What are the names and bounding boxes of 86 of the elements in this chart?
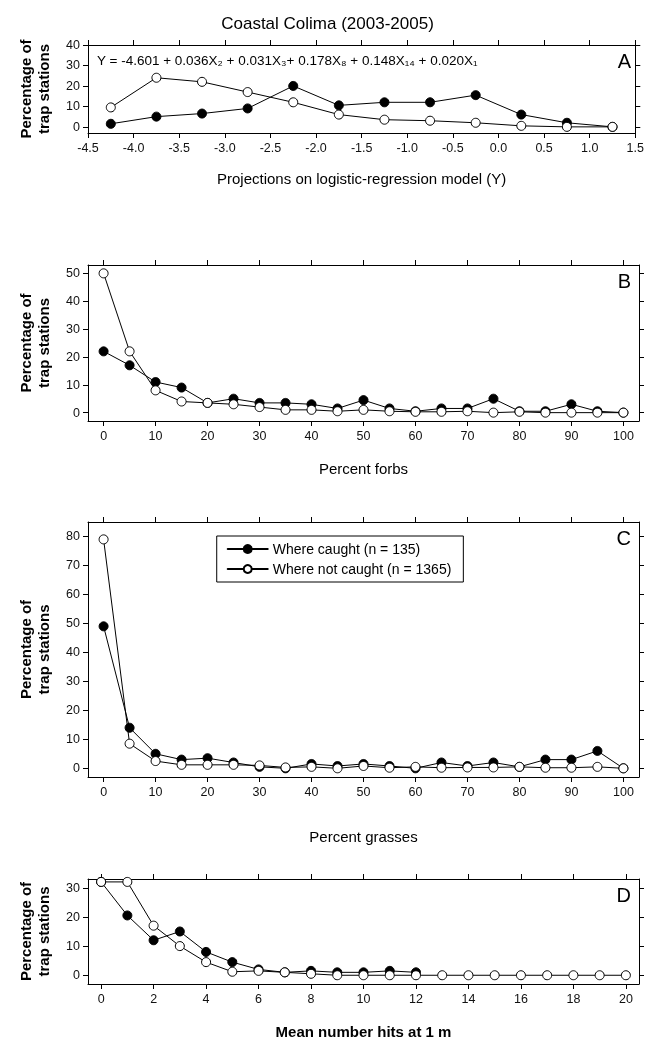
x-tick-label: 10: [148, 784, 163, 799]
x-axis-title: Projections on logistic-regression model (Y): [217, 170, 507, 187]
x-tick-label: 80: [512, 428, 527, 443]
x-tick-label: 14: [461, 991, 476, 1006]
y-tick-label: 20: [66, 703, 81, 718]
annotation: B: [617, 270, 631, 292]
x-tick-label: 2: [150, 991, 158, 1006]
x-tick-label: 0: [97, 991, 105, 1006]
y-axis-title: Percentage of trap stations: [16, 880, 52, 982]
x-tick-label: 60: [408, 784, 423, 799]
y-axis-title: Percentage of trap stations: [16, 292, 52, 393]
x-tick-label: 18: [566, 991, 581, 1006]
annotation: D: [616, 884, 632, 906]
x-tick-label: -0.5: [442, 140, 464, 155]
x-axis-title: Percent grasses: [309, 828, 418, 845]
y-tick-label: 30: [66, 880, 81, 895]
x-tick-label: 70: [460, 428, 475, 443]
x-tick-label: 30: [252, 428, 267, 443]
x-tick-label: 20: [618, 991, 633, 1006]
y-tick-label: 0: [73, 119, 81, 134]
x-tick-label: 50: [356, 784, 371, 799]
y-axis-title: Percentage of trap stations: [16, 38, 52, 139]
x-tick-label: 0: [100, 784, 108, 799]
x-tick-label: 70: [460, 784, 475, 799]
y-tick-label: 0: [73, 761, 81, 776]
y-tick-label: 40: [66, 38, 81, 52]
y-tick-label: 10: [66, 99, 81, 114]
legend-label: Where caught (n = 135): [272, 541, 421, 557]
x-tick-label: 0.5: [535, 140, 553, 155]
x-tick-label: 60: [408, 428, 423, 443]
y-tick-label: 10: [66, 732, 81, 747]
x-tick-label: 40: [304, 784, 319, 799]
y-tick-label: 50: [66, 266, 81, 281]
x-tick-label: 40: [304, 428, 319, 443]
y-tick-label: 30: [66, 674, 81, 689]
y-tick-label: 0: [73, 968, 81, 983]
x-tick-label: 90: [564, 428, 579, 443]
x-tick-label: 1.5: [626, 140, 645, 155]
y-tick-label: 30: [66, 322, 81, 337]
y-tick-label: 50: [66, 616, 81, 631]
x-tick-label: 4: [202, 991, 210, 1006]
x-axis-title: Percent forbs: [318, 460, 409, 477]
x-tick-label: -2.0: [305, 140, 327, 155]
y-tick-label: 20: [66, 78, 81, 93]
x-tick-label: -1.5: [350, 140, 373, 155]
x-tick-label: -4.0: [122, 140, 145, 155]
x-tick-label: 20: [200, 784, 215, 799]
x-tick-label: 20: [200, 428, 215, 443]
y-tick-label: 10: [66, 939, 81, 954]
x-tick-label: 0: [100, 428, 108, 443]
y-tick-label: 10: [66, 377, 81, 392]
x-tick-label: 1.0: [581, 140, 599, 155]
y-tick-label: 60: [66, 587, 81, 602]
x-tick-label: -3.5: [168, 140, 191, 155]
y-tick-label: 70: [66, 558, 81, 573]
y-tick-label: 20: [66, 349, 81, 364]
x-tick-label: 16: [513, 991, 528, 1006]
y-tick-label: 20: [66, 909, 81, 924]
x-tick-label: 90: [564, 784, 579, 799]
legend-label: Where not caught (n = 1365): [272, 561, 452, 577]
x-tick-label: 6: [255, 991, 263, 1006]
x-tick-label: 0.0: [489, 140, 508, 155]
annotation: A: [617, 50, 632, 72]
x-tick-label: -2.5: [259, 140, 282, 155]
y-tick-label: 0: [73, 405, 81, 420]
chart-title: Coastal Colima (2003-2005): [221, 14, 434, 33]
x-tick-label: 100: [612, 428, 634, 443]
y-tick-label: 40: [66, 294, 81, 309]
y-tick-label: 80: [66, 529, 81, 544]
x-tick-label: -1.0: [396, 140, 419, 155]
annotation: Y = -4.601 + 0.036X₂ + 0.031X₃+ 0.178X₈ + 0.148X₁₄ + 0.020X₁: [97, 52, 478, 68]
annotation: C: [616, 527, 632, 549]
x-tick-label: 50: [356, 428, 371, 443]
y-axis-title: Percentage of trap stations: [16, 598, 52, 700]
x-tick-label: 12: [409, 991, 423, 1006]
x-tick-label: 10: [356, 991, 371, 1006]
y-tick-label: 40: [66, 645, 81, 660]
x-axis-title: Mean number hits at 1 m: [275, 1023, 452, 1040]
x-tick-label: -4.5: [77, 140, 99, 155]
x-tick-label: 100: [612, 784, 634, 799]
x-tick-label: 8: [307, 991, 315, 1006]
x-tick-label: 80: [512, 784, 527, 799]
x-tick-label: 30: [252, 784, 267, 799]
y-tick-label: 30: [66, 58, 81, 73]
x-tick-label: 10: [148, 428, 163, 443]
x-tick-label: -3.0: [214, 140, 236, 155]
